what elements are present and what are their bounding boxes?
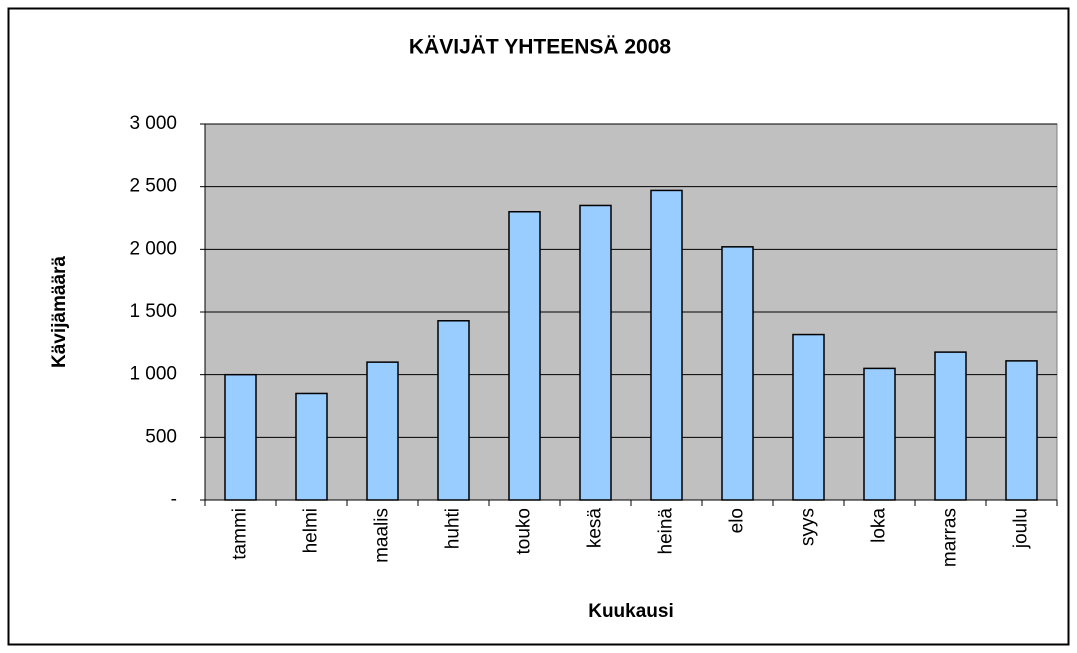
x-axis-title: Kuukausi xyxy=(588,601,674,622)
bar xyxy=(1005,360,1038,501)
x-tick-label: kesä xyxy=(585,508,606,549)
bar xyxy=(721,246,754,501)
x-tick-label: huhti xyxy=(443,508,464,549)
y-tick-label: 2 000 xyxy=(129,238,177,259)
bar xyxy=(437,320,470,501)
bar xyxy=(863,367,896,501)
bar xyxy=(792,333,825,501)
y-axis-title: Kävijämäärä xyxy=(49,256,70,368)
chart-title: KÄVIJÄT YHTEENSÄ 2008 xyxy=(409,36,672,59)
x-tick-label: touko xyxy=(514,508,535,554)
y-tick-label: 3 000 xyxy=(129,113,177,134)
x-tick-label: marras xyxy=(940,508,961,567)
bar xyxy=(366,361,399,501)
y-tick-label: 1 000 xyxy=(129,364,177,385)
x-tick-label: helmi xyxy=(301,508,322,553)
bar xyxy=(224,373,257,501)
x-tick-label: syys xyxy=(798,508,819,546)
y-tick-label: 2 500 xyxy=(129,176,177,197)
x-tick-label: joulu xyxy=(1011,508,1032,549)
y-tick-label: 1 500 xyxy=(129,301,177,322)
bar xyxy=(295,392,328,501)
x-tick-label: loka xyxy=(869,508,890,543)
bar xyxy=(650,189,683,501)
y-tick-label: 500 xyxy=(145,426,177,447)
x-tick-label: heinä xyxy=(656,508,677,555)
x-tick-label: elo xyxy=(727,508,748,533)
bar xyxy=(579,204,612,501)
bar xyxy=(934,351,967,501)
bar xyxy=(508,210,541,501)
y-tick-label: - xyxy=(171,489,177,510)
x-tick-label: maalis xyxy=(372,508,393,563)
x-tick-label: tammi xyxy=(230,508,251,560)
